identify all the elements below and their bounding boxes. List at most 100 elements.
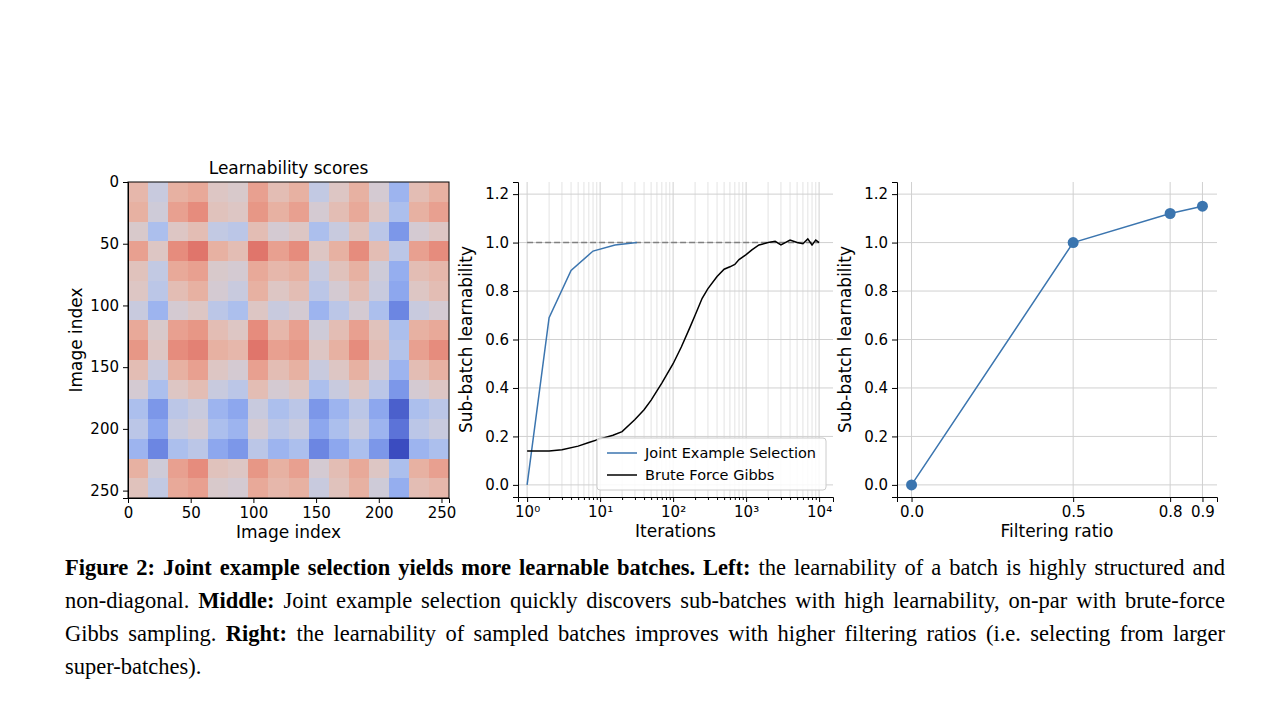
cell <box>248 301 269 321</box>
cell <box>369 301 390 321</box>
cell <box>389 222 410 242</box>
cell <box>409 459 430 479</box>
minor-tick <box>695 497 696 500</box>
grid-line <box>897 291 1217 292</box>
tick-label: 0.5 <box>1062 503 1086 521</box>
cell <box>208 360 229 380</box>
cell <box>188 439 209 459</box>
cell <box>188 340 209 360</box>
tick-mark <box>441 498 442 503</box>
cell <box>369 182 390 202</box>
minor-tick <box>816 497 817 500</box>
cell <box>228 478 249 498</box>
cell <box>248 459 269 479</box>
cell <box>329 281 350 301</box>
chart-heatmap: 050100150200250050100150200250Image inde… <box>66 158 456 542</box>
cell <box>188 281 209 301</box>
cell <box>128 419 149 439</box>
cell <box>188 202 209 222</box>
x-axis: 0.00.50.80.9 <box>898 497 1218 521</box>
cell <box>188 459 209 479</box>
cell <box>369 478 390 498</box>
tick-label: 0.6 <box>864 331 888 349</box>
cell <box>289 459 310 479</box>
cell <box>349 281 370 301</box>
cell <box>329 222 350 242</box>
cell <box>168 419 189 439</box>
cell <box>389 439 410 459</box>
cell <box>349 340 370 360</box>
cell <box>369 202 390 222</box>
cell <box>309 459 330 479</box>
tick-mark <box>892 436 897 437</box>
cell <box>148 301 169 321</box>
minor-tick <box>708 497 709 500</box>
tick-label: 250 <box>90 482 119 500</box>
cell <box>128 281 149 301</box>
cell <box>128 202 149 222</box>
cell <box>389 360 410 380</box>
cell <box>389 202 410 222</box>
cell <box>268 182 289 202</box>
tick: 0.4 <box>485 379 518 397</box>
cell <box>248 419 269 439</box>
cell <box>409 439 430 459</box>
tick-label: 0.0 <box>485 476 509 494</box>
cell <box>188 399 209 419</box>
cell <box>208 182 229 202</box>
tick-mark <box>379 498 380 503</box>
cell <box>248 241 269 261</box>
tick-label: 0.8 <box>1159 503 1183 521</box>
marker <box>1068 237 1079 248</box>
minor-tick <box>739 497 740 500</box>
tick-label: 0.4 <box>485 379 509 397</box>
grid-line <box>518 291 833 292</box>
cell <box>349 301 370 321</box>
cell <box>369 459 390 479</box>
y-axis-label: Sub-batch learnability <box>456 246 476 433</box>
tick: 0.2 <box>864 428 897 446</box>
cell <box>208 261 229 281</box>
cell <box>349 459 370 479</box>
minor-tick-mark <box>790 497 791 500</box>
caption-part-label: Middle: <box>198 588 274 613</box>
cell <box>409 419 430 439</box>
cell <box>329 241 350 261</box>
cell <box>289 439 310 459</box>
minor-tick <box>781 497 782 500</box>
tick-label: 10³ <box>734 503 759 521</box>
legend-swatch <box>607 474 637 476</box>
cell <box>208 281 229 301</box>
cell <box>429 222 449 242</box>
cell <box>389 182 410 202</box>
cell <box>208 241 229 261</box>
cell <box>228 202 249 222</box>
cell <box>188 380 209 400</box>
cell <box>289 478 310 498</box>
cell <box>389 478 410 498</box>
cell <box>309 261 330 281</box>
cell <box>268 241 289 261</box>
tick-label: 0 <box>124 504 134 522</box>
cell <box>409 320 430 340</box>
tick-label: 0.2 <box>864 428 888 446</box>
cell <box>309 380 330 400</box>
cell <box>128 301 149 321</box>
cell <box>248 202 269 222</box>
cell <box>429 380 449 400</box>
cell <box>289 399 310 419</box>
cell <box>369 380 390 400</box>
cell <box>289 202 310 222</box>
cell <box>409 340 430 360</box>
cell <box>329 202 350 222</box>
grid-line <box>897 484 1217 485</box>
cell <box>369 261 390 281</box>
minor-tick-mark <box>797 497 798 500</box>
cell <box>329 439 350 459</box>
cell <box>409 261 430 281</box>
tick: 150 <box>302 498 331 522</box>
cell <box>289 261 310 281</box>
cell <box>128 340 149 360</box>
cell <box>369 439 390 459</box>
minor-tick <box>593 497 594 500</box>
